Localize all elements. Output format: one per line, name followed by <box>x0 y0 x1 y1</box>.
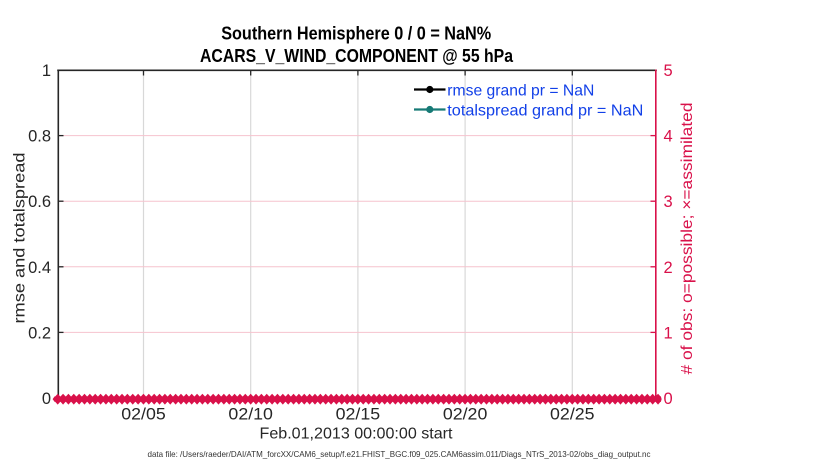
svg-text:0.6: 0.6 <box>28 193 51 211</box>
svg-text:4: 4 <box>664 128 673 146</box>
svg-text:02/05: 02/05 <box>121 406 166 424</box>
svg-text:# of obs: o=possible; ×=assimi: # of obs: o=possible; ×=assimilated <box>679 103 696 375</box>
svg-text:02/25: 02/25 <box>550 406 595 424</box>
svg-text:5: 5 <box>664 62 673 80</box>
svg-text:Feb.01,2013 00:00:00 start: Feb.01,2013 00:00:00 start <box>260 426 454 443</box>
svg-text:0.8: 0.8 <box>28 128 51 146</box>
svg-text:rmse and totalspread: rmse and totalspread <box>12 153 29 324</box>
svg-text:2: 2 <box>664 259 673 277</box>
svg-text:totalspread grand pr = NaN: totalspread grand pr = NaN <box>447 102 643 119</box>
svg-text:1: 1 <box>42 62 51 80</box>
svg-text:1: 1 <box>664 324 673 342</box>
svg-text:02/15: 02/15 <box>336 406 381 424</box>
svg-text:0.2: 0.2 <box>28 324 51 342</box>
svg-text:data file: /Users/raeder/DAI/A: data file: /Users/raeder/DAI/ATM_forcXX/… <box>148 450 651 459</box>
svg-text:0: 0 <box>42 390 51 408</box>
svg-text:02/10: 02/10 <box>228 406 273 424</box>
svg-text:rmse grand pr = NaN: rmse grand pr = NaN <box>447 82 594 99</box>
svg-text:Southern Hemisphere 0 / 0 = Na: Southern Hemisphere 0 / 0 = NaN% <box>221 23 491 44</box>
svg-text:ACARS_V_WIND_COMPONENT @ 55 hP: ACARS_V_WIND_COMPONENT @ 55 hPa <box>200 45 514 66</box>
svg-text:3: 3 <box>664 193 673 211</box>
svg-text:0: 0 <box>664 390 673 408</box>
svg-text:0.4: 0.4 <box>28 259 51 277</box>
svg-text:02/20: 02/20 <box>443 406 488 424</box>
